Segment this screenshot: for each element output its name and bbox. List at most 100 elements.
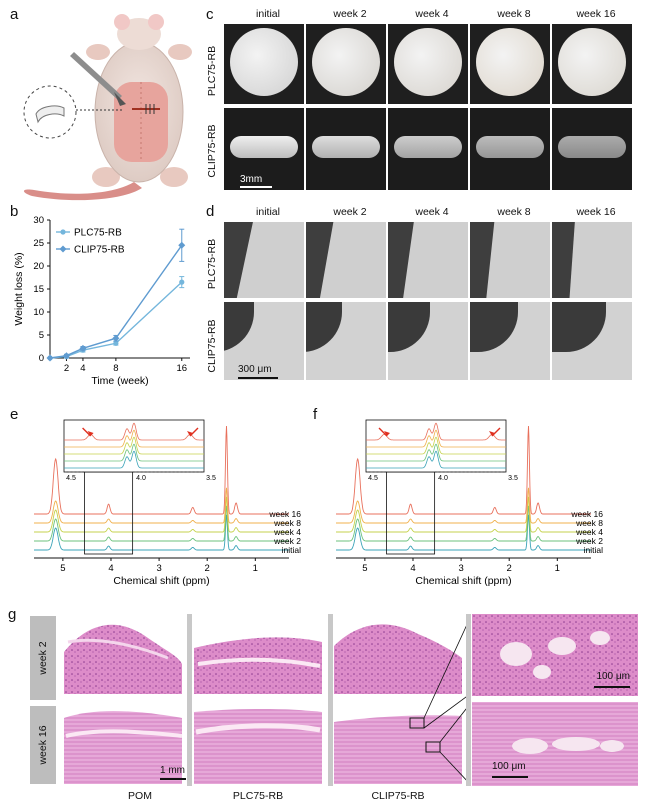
g-scale-zoom1-label: 100 μm (596, 671, 630, 682)
inset-tick-label: 3.5 (206, 475, 216, 482)
spectrum-0 (34, 514, 289, 551)
g-scale-zoom1 (594, 686, 630, 688)
x-tick-label: 4 (410, 563, 415, 574)
d-clip-micrograph-1 (306, 302, 386, 380)
inset-spectrum-2 (64, 436, 204, 455)
legend-label: CLIP75-RB (74, 245, 125, 256)
g-divider-2 (328, 614, 333, 786)
inset-spectrum-4 (366, 422, 506, 441)
spectrum-label: week 2 (575, 536, 603, 546)
g-row-week2: week 2 (30, 616, 56, 700)
y-tick-label: 20 (33, 261, 44, 272)
spectrum-1 (336, 505, 591, 542)
c-col-week4: week 4 (415, 8, 449, 20)
legend-marker (59, 245, 67, 253)
c-disc-photo-4 (552, 24, 632, 104)
g-zoom-1: 100 μm (472, 614, 638, 696)
c-clip-photo-2 (388, 108, 468, 190)
red-arrow (82, 427, 92, 437)
inset-spectrum-1 (64, 443, 204, 462)
c-clip-photo-4 (552, 108, 632, 190)
g-tissue-pom-w2 (64, 624, 182, 694)
d-clip-micrograph-3 (470, 302, 550, 380)
inset-spectrum-0 (64, 450, 204, 469)
inset-tick-label: 3.5 (508, 475, 518, 482)
inset-spectrum-3 (366, 429, 506, 448)
spectrum-label: week 2 (273, 536, 301, 546)
spectrum-4 (336, 425, 591, 515)
panel-label-f: f (313, 406, 318, 423)
inset-spectrum-2 (366, 436, 506, 455)
y-tick-label: 25 (33, 238, 44, 249)
x-tick-label: 3 (458, 563, 463, 574)
c-col-week16: week 16 (576, 8, 616, 20)
inset-tick-label: 4.5 (368, 475, 378, 482)
c-disc-photo-2 (388, 24, 468, 104)
d-col-week4: week 4 (415, 206, 449, 218)
c-col-week8: week 8 (497, 8, 531, 20)
data-point (178, 241, 186, 249)
g-col-clip: CLIP75-RB (371, 790, 425, 802)
d-clip-micrograph-2 (388, 302, 468, 380)
g-tissue-plc-w16 (194, 709, 322, 784)
g-scale-main (160, 778, 186, 780)
c-row-plc: PLC75-RB (206, 45, 218, 97)
inset-frame (63, 419, 205, 473)
panel-label-b: b (10, 203, 19, 220)
data-point (46, 354, 54, 362)
x-tick-label: 3 (156, 563, 161, 574)
data-point (113, 340, 119, 346)
spectrum-4 (34, 425, 289, 515)
spectrum-2 (336, 496, 591, 533)
g-divider-1 (187, 614, 192, 786)
g-divider-3 (466, 614, 471, 786)
d-scale-bar (238, 377, 278, 379)
y-tick-label: 10 (33, 307, 44, 318)
spectrum-label: week 8 (575, 518, 603, 528)
g-col-pom: POM (128, 790, 152, 802)
panel-label-a: a (10, 6, 19, 23)
x-tick-label: 8 (113, 363, 118, 374)
c-scale-bar-label: 3mm (240, 174, 263, 185)
x-axis-label: Time (week) (91, 375, 148, 387)
x-tick-label: 1 (555, 563, 560, 574)
x-tick-label: 2 (205, 563, 210, 574)
y-tick-label: 30 (33, 215, 44, 226)
g-scale-main-label: 1 mm (160, 765, 185, 776)
weight-loss-chart: 0 5 10 15 20 25 30 2 4 8 16 Time (week) Weight loss … (13, 215, 190, 387)
inset-spectrum-0 (366, 450, 506, 469)
c-col-initial: initial (256, 8, 280, 20)
x-tick-label: 2 (507, 563, 512, 574)
x-tick-label: 1 (253, 563, 258, 574)
inset-frame (365, 419, 507, 473)
spectrum-3 (336, 487, 591, 524)
red-arrowhead (87, 431, 94, 436)
g-tissue-clip-w2 (334, 624, 462, 694)
zoom-region (386, 471, 436, 555)
d-plc-micrograph-0 (224, 222, 304, 298)
zoom-region (84, 471, 134, 555)
red-arrowhead (489, 431, 495, 436)
x-tick-label: 2 (64, 363, 69, 374)
g-col-plc: PLC75-RB (232, 790, 284, 802)
panel-label-e: e (10, 406, 19, 423)
spectrum-2 (34, 496, 289, 533)
c-col-week2: week 2 (333, 8, 367, 20)
data-point (179, 279, 185, 285)
y-tick-label: 5 (39, 330, 44, 341)
d-col-week8: week 8 (497, 206, 531, 218)
d-clip-micrograph-4 (552, 302, 632, 380)
x-tick-label: 16 (176, 363, 187, 374)
d-plc-micrograph-3 (470, 222, 550, 298)
spectrum-3 (34, 487, 289, 524)
mouse-implant-illustration (23, 14, 192, 201)
panel-label-d: d (206, 203, 215, 220)
x-tick-label: 5 (362, 563, 367, 574)
legend-marker (60, 229, 66, 235)
legend-label: PLC75-RB (74, 228, 122, 239)
c-row-clip: CLIP75-RB (206, 124, 218, 178)
inset-spectrum-3 (64, 429, 204, 448)
d-scale-bar-label: 300 μm (238, 364, 272, 375)
